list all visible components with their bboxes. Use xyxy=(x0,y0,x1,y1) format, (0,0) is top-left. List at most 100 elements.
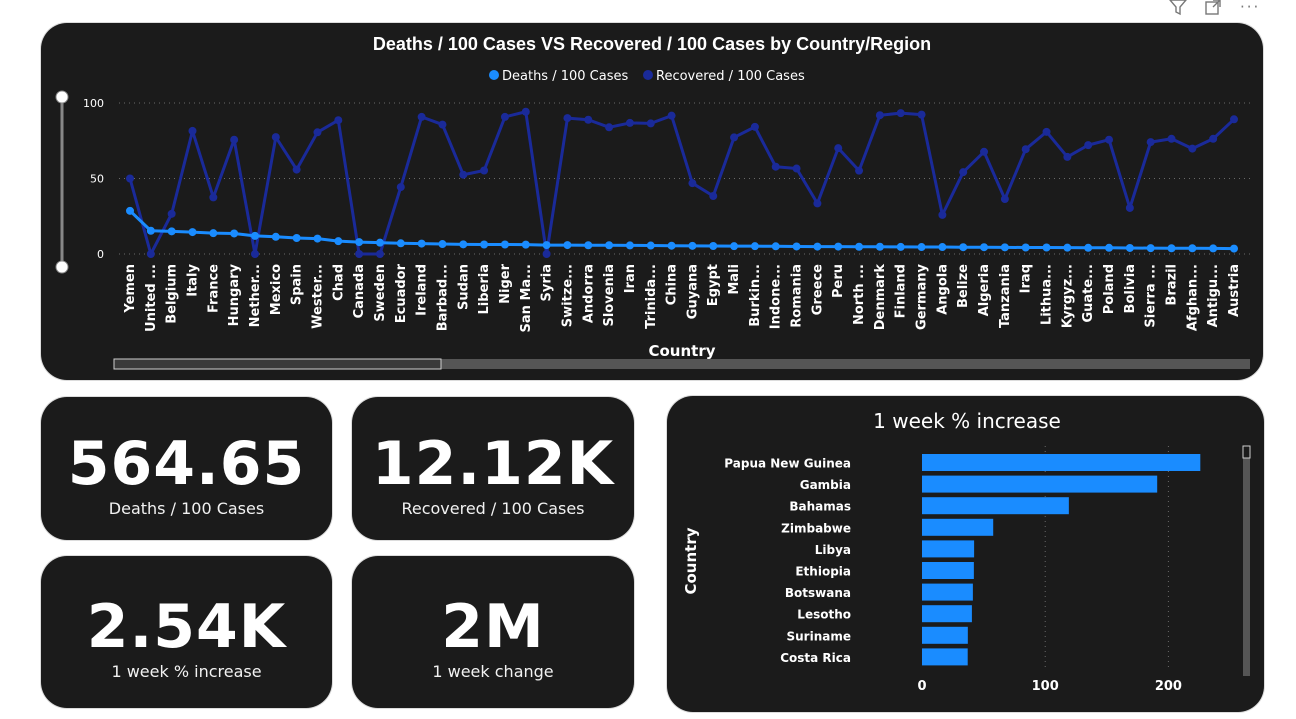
deaths-point[interactable] xyxy=(750,242,759,251)
recovered-point[interactable] xyxy=(855,166,864,175)
recovered-point[interactable] xyxy=(771,162,780,171)
bar[interactable] xyxy=(922,540,975,558)
recovered-point[interactable] xyxy=(1063,152,1072,161)
scrollbar-track[interactable] xyxy=(114,359,1250,369)
deaths-point[interactable] xyxy=(584,241,593,250)
deaths-point[interactable] xyxy=(771,242,780,251)
scrollbar-track[interactable] xyxy=(1243,446,1250,676)
deaths-point[interactable] xyxy=(313,234,322,243)
recovered-point[interactable] xyxy=(1125,203,1134,212)
recovered-point[interactable] xyxy=(396,183,405,192)
recovered-point[interactable] xyxy=(625,118,634,127)
recovered-point[interactable] xyxy=(417,112,426,121)
bar[interactable] xyxy=(922,605,972,623)
deaths-point[interactable] xyxy=(1105,243,1114,252)
recovered-point[interactable] xyxy=(1146,138,1155,147)
recovered-point[interactable] xyxy=(667,111,676,120)
deaths-point[interactable] xyxy=(1000,243,1009,252)
bar[interactable] xyxy=(922,454,1201,471)
deaths-point[interactable] xyxy=(230,229,239,238)
recovered-point[interactable] xyxy=(1105,135,1114,144)
recovered-point[interactable] xyxy=(938,210,947,219)
deaths-point[interactable] xyxy=(459,240,468,249)
recovered-point[interactable] xyxy=(917,110,926,119)
deaths-point[interactable] xyxy=(1146,244,1155,253)
deaths-point[interactable] xyxy=(209,229,218,238)
deaths-point[interactable] xyxy=(1167,244,1176,253)
recovered-point[interactable] xyxy=(980,147,989,156)
recovered-point[interactable] xyxy=(646,119,655,128)
deaths-point[interactable] xyxy=(1063,243,1072,252)
recovered-point[interactable] xyxy=(480,166,489,175)
bar[interactable] xyxy=(922,562,974,579)
recovered-point[interactable] xyxy=(250,250,259,258)
recovered-point[interactable] xyxy=(375,250,384,258)
deaths-point[interactable] xyxy=(167,227,176,236)
deaths-point[interactable] xyxy=(1125,243,1134,252)
deaths-point[interactable] xyxy=(1230,244,1238,253)
bar[interactable] xyxy=(922,583,973,601)
deaths-point[interactable] xyxy=(1021,243,1030,252)
deaths-point[interactable] xyxy=(709,241,718,250)
recovered-point[interactable] xyxy=(959,168,968,177)
recovered-point[interactable] xyxy=(563,114,572,123)
recovered-point[interactable] xyxy=(750,122,759,131)
horizontal-scrollbar[interactable] xyxy=(113,358,1250,370)
recovered-point[interactable] xyxy=(542,250,551,258)
recovered-point[interactable] xyxy=(500,112,509,121)
bar[interactable] xyxy=(922,497,1069,515)
filter-icon[interactable] xyxy=(1168,0,1188,20)
recovered-point[interactable] xyxy=(146,250,155,258)
bar[interactable] xyxy=(922,518,994,536)
deaths-point[interactable] xyxy=(605,241,614,250)
deaths-point[interactable] xyxy=(334,237,343,246)
deaths-point[interactable] xyxy=(1042,243,1051,252)
recovered-point[interactable] xyxy=(792,164,801,173)
bar[interactable] xyxy=(922,475,1158,493)
recovered-point[interactable] xyxy=(605,123,614,132)
recovered-point[interactable] xyxy=(521,107,530,116)
deaths-point[interactable] xyxy=(875,242,884,251)
recovered-point[interactable] xyxy=(209,193,218,202)
recovered-point[interactable] xyxy=(1209,134,1218,143)
recovered-point[interactable] xyxy=(230,135,239,144)
recovered-point[interactable] xyxy=(584,115,593,124)
deaths-point[interactable] xyxy=(834,242,843,251)
recovered-point[interactable] xyxy=(709,192,718,201)
deaths-point[interactable] xyxy=(730,242,739,251)
recovered-point[interactable] xyxy=(834,144,843,153)
recovered-point[interactable] xyxy=(188,126,197,135)
deaths-point[interactable] xyxy=(667,241,676,250)
deaths-point[interactable] xyxy=(188,228,197,237)
recovered-point[interactable] xyxy=(1021,145,1030,154)
recovered-point[interactable] xyxy=(1084,141,1093,150)
recovered-point[interactable] xyxy=(1167,134,1176,143)
recovered-point[interactable] xyxy=(1188,144,1197,153)
recovered-point[interactable] xyxy=(1230,115,1238,124)
focus-mode-icon[interactable] xyxy=(1204,0,1222,20)
deaths-point[interactable] xyxy=(938,243,947,252)
deaths-point[interactable] xyxy=(146,226,155,235)
recovered-point[interactable] xyxy=(167,209,176,218)
more-options-icon[interactable]: ··· xyxy=(1240,0,1261,16)
deaths-point[interactable] xyxy=(1209,244,1218,253)
deaths-point[interactable] xyxy=(959,243,968,252)
recovered-point[interactable] xyxy=(813,199,822,208)
recovered-point[interactable] xyxy=(688,179,697,188)
deaths-point[interactable] xyxy=(126,206,134,215)
deaths-point[interactable] xyxy=(396,239,405,248)
deaths-point[interactable] xyxy=(917,243,926,252)
deaths-point[interactable] xyxy=(896,242,905,251)
deaths-point[interactable] xyxy=(688,241,697,250)
recovered-point[interactable] xyxy=(459,170,468,179)
bar[interactable] xyxy=(922,648,968,666)
recovered-point[interactable] xyxy=(730,133,739,142)
deaths-point[interactable] xyxy=(417,239,426,248)
deaths-point[interactable] xyxy=(1084,243,1093,252)
deaths-point[interactable] xyxy=(500,240,509,249)
deaths-point[interactable] xyxy=(521,240,530,249)
deaths-point[interactable] xyxy=(792,242,801,251)
recovered-point[interactable] xyxy=(1042,127,1051,136)
deaths-point[interactable] xyxy=(271,232,280,241)
recovered-point[interactable] xyxy=(313,128,322,137)
